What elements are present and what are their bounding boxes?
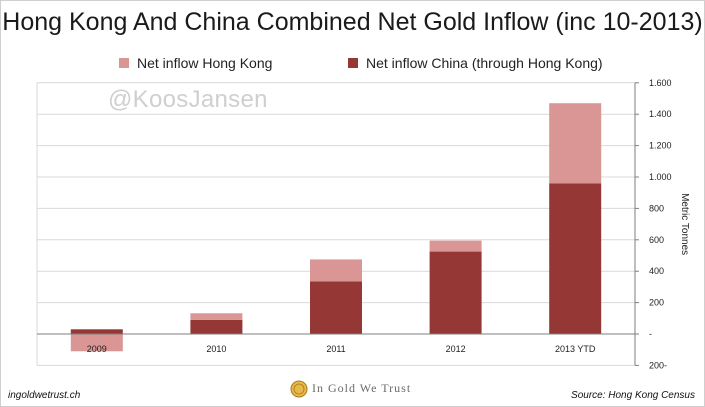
gold-coin-icon — [290, 380, 308, 398]
bar-hong-kong — [310, 259, 362, 282]
y-tick-label: 1.400 — [649, 109, 672, 119]
x-tick-label: 2010 — [206, 344, 226, 354]
legend-swatch-china — [348, 58, 358, 68]
y-tick-label: 1.000 — [649, 172, 672, 182]
y-axis-title: Metric Tonnes — [679, 193, 690, 255]
bar-hong-kong — [429, 240, 482, 252]
legend-label-china: Net inflow China (through Hong Kong) — [366, 55, 603, 71]
legend-item-hong-kong: Net inflow Hong Kong — [119, 55, 272, 71]
y-tick-label: 1.200 — [649, 141, 672, 151]
x-tick-label: 2013 YTD — [555, 344, 596, 354]
bar-china — [70, 329, 123, 334]
x-tick-label: 2011 — [326, 344, 345, 354]
legend-swatch-hong-kong — [119, 58, 129, 68]
brand-logo: In Gold We Trust — [290, 380, 410, 398]
chart-title: Hong Kong And China Combined Net Gold In… — [2, 8, 703, 36]
bar-china — [310, 281, 362, 334]
bar-china — [549, 183, 602, 334]
bar-hong-kong — [549, 103, 602, 184]
legend-item-china: Net inflow China (through Hong Kong) — [348, 55, 603, 71]
footer-source: Source: Hong Kong Census — [571, 390, 695, 401]
y-tick-label: 400 — [649, 266, 664, 276]
footer-website: ingoldwetrust.ch — [8, 390, 81, 401]
watermark: @KoosJansen — [108, 86, 268, 113]
brand-name: In Gold We Trust — [312, 381, 412, 395]
bar-china — [429, 251, 482, 334]
x-tick-label: 2012 — [446, 344, 466, 354]
y-tick-label: 200- — [649, 360, 667, 370]
x-tick-label: 2009 — [87, 344, 107, 354]
bar-china — [190, 319, 243, 334]
y-tick-label: 600 — [649, 235, 664, 245]
bar-hong-kong — [190, 313, 243, 320]
legend-label-hong-kong: Net inflow Hong Kong — [137, 55, 273, 71]
bar-hong-kong — [70, 334, 123, 352]
y-tick-label: 1.600 — [649, 78, 672, 88]
y-tick-label: 800 — [649, 203, 664, 213]
y-tick-label: 200 — [649, 298, 664, 308]
y-tick-label: - — [649, 329, 652, 339]
